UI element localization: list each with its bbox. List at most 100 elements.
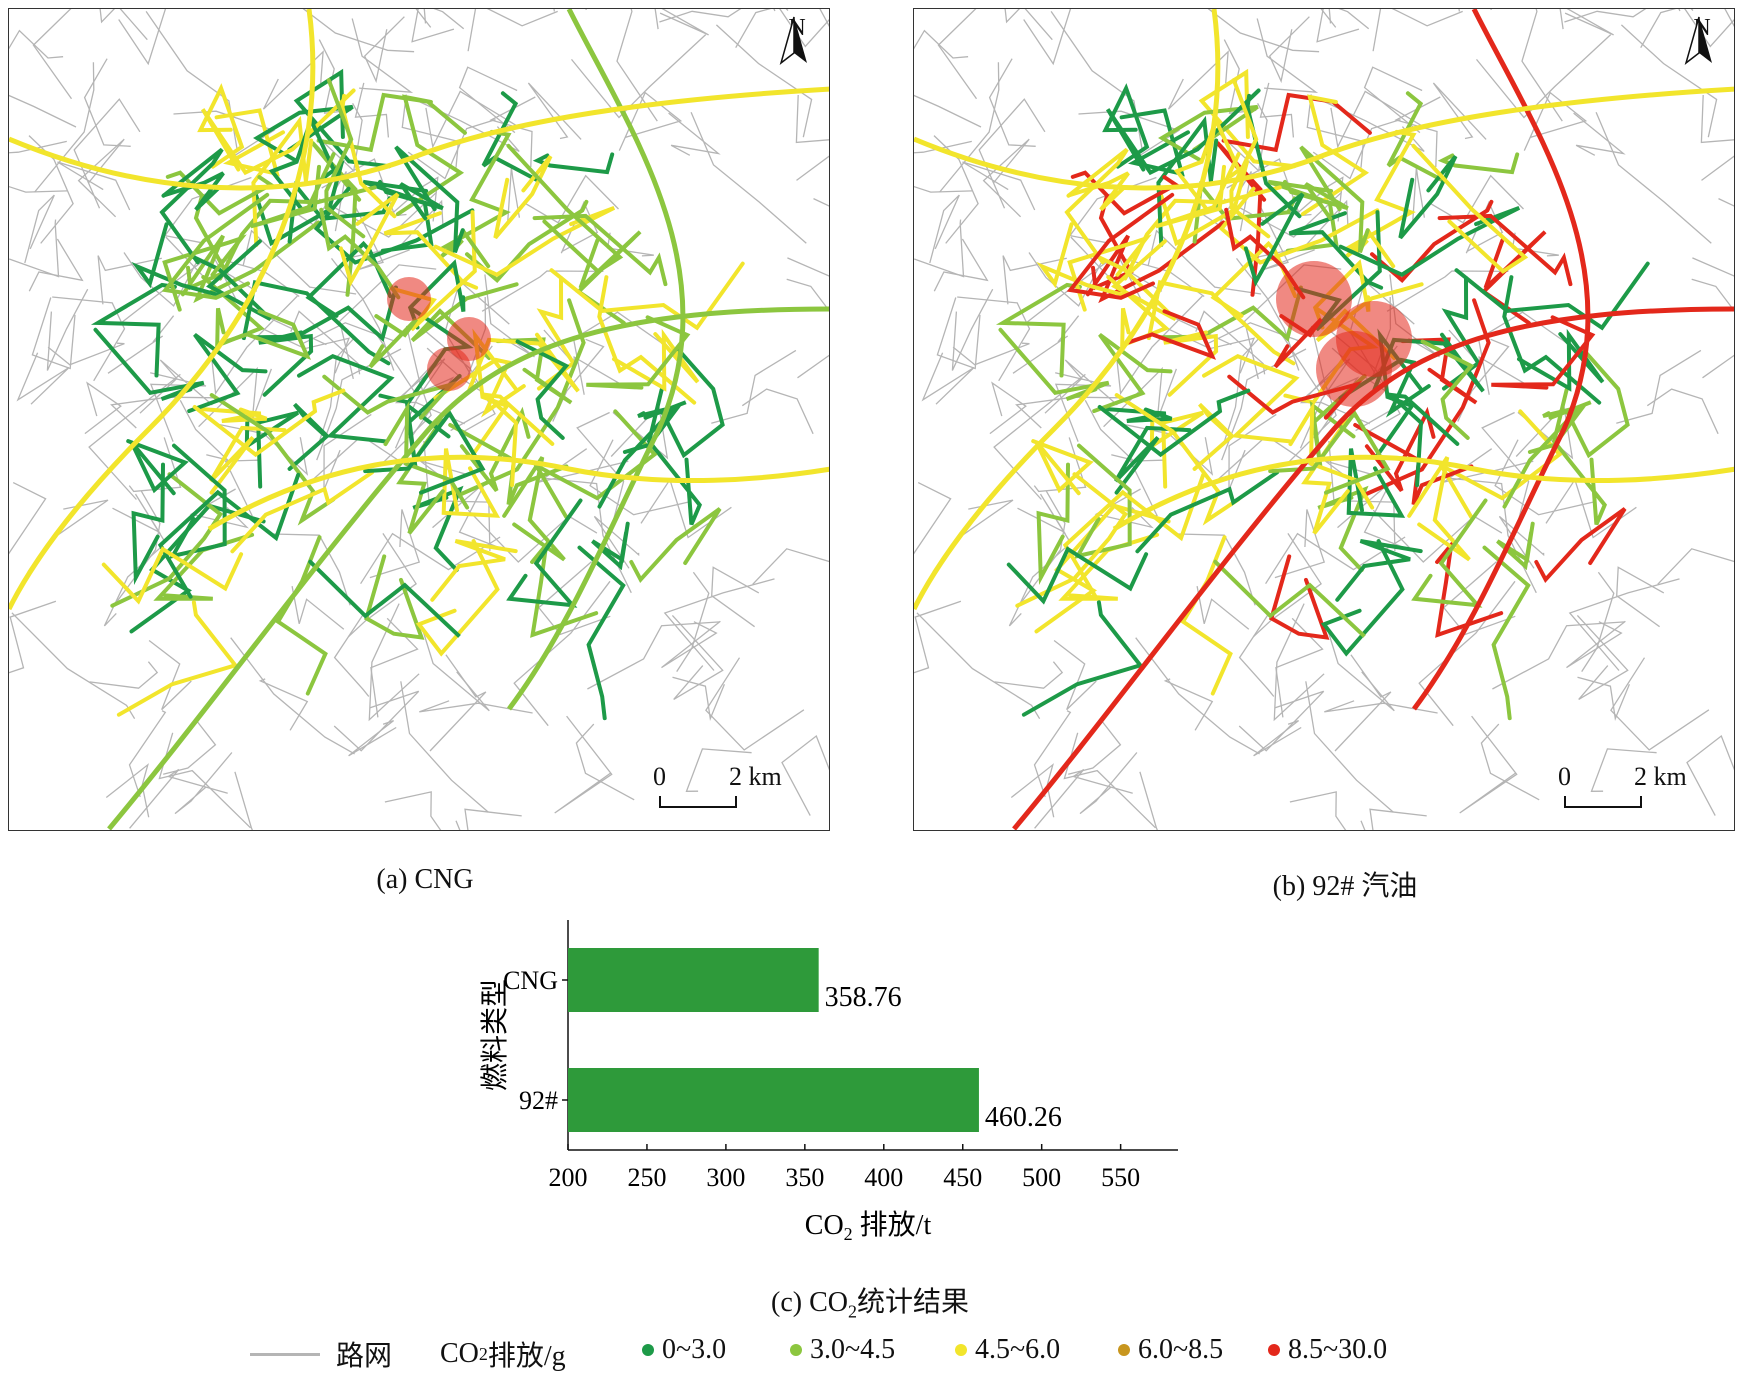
ring-road	[1012, 306, 1734, 830]
emission-segment	[1229, 78, 1271, 239]
road	[481, 270, 604, 312]
legend: 路网 CO 2 排放/g 0~3.0 3.0~4.5 4.5~6.0 6.0~8.…	[250, 1334, 1550, 1372]
road	[1559, 9, 1614, 36]
road	[1477, 311, 1573, 395]
road	[1068, 720, 1122, 775]
road	[1360, 808, 1427, 830]
road	[1274, 509, 1326, 579]
road	[1640, 9, 1734, 49]
road	[1511, 232, 1559, 257]
emission-segment	[340, 93, 397, 219]
scale-line	[659, 796, 737, 808]
road	[1256, 18, 1319, 94]
emission-segment	[1435, 538, 1504, 638]
road	[1576, 614, 1629, 700]
scale-zero: 0	[1558, 762, 1571, 791]
legend-road-label: 路网	[336, 1341, 393, 1372]
emission-segment	[1565, 347, 1630, 459]
road	[400, 681, 489, 813]
road	[936, 297, 981, 370]
bar-CNG	[568, 948, 819, 1012]
emission-segment	[1113, 425, 1192, 495]
emission-segment	[187, 332, 268, 413]
road	[1498, 515, 1545, 569]
emission-segment	[1288, 400, 1375, 510]
road	[411, 9, 455, 43]
emission-segment	[126, 439, 189, 496]
road	[9, 185, 68, 193]
road	[262, 50, 324, 110]
road	[711, 566, 760, 628]
emission-segment	[1015, 472, 1128, 608]
road	[1316, 9, 1360, 43]
road	[302, 9, 415, 53]
road	[258, 678, 309, 731]
road	[9, 94, 77, 128]
legend-title-suffix: 排放/g	[487, 1341, 566, 1372]
x-axis-label: CO2 排放/t	[805, 1209, 932, 1244]
emission-segment	[1317, 485, 1369, 573]
emission-segment	[1158, 104, 1259, 163]
caption-c: (c) CO2统计结果	[700, 1280, 1040, 1323]
emission-segment	[275, 535, 328, 696]
emission-segment	[1496, 521, 1535, 571]
ring-road	[914, 9, 1221, 611]
emission-segment	[1344, 129, 1417, 251]
emission-segment	[1551, 387, 1608, 526]
ring-road	[207, 454, 829, 532]
road	[354, 82, 390, 138]
road	[129, 768, 228, 829]
road	[676, 571, 710, 672]
road	[1078, 110, 1181, 158]
road	[786, 278, 829, 312]
road	[914, 219, 965, 278]
legend-title-sub: 2	[478, 1343, 488, 1364]
road	[1147, 229, 1262, 295]
emission-segment	[1066, 192, 1175, 300]
road	[671, 614, 724, 700]
road	[1372, 509, 1503, 563]
road	[57, 161, 131, 211]
road	[1432, 82, 1487, 140]
road	[554, 715, 613, 814]
road	[1259, 82, 1295, 138]
road	[84, 381, 122, 435]
road	[957, 296, 1031, 382]
map-panel-gasoline: N 0 2 km	[913, 8, 1735, 831]
road	[1564, 9, 1647, 23]
emission-segment	[1283, 179, 1349, 221]
scale-line	[1564, 796, 1642, 808]
emission-segment	[192, 388, 346, 458]
road	[368, 603, 420, 722]
legend-class-2: 4.5~6.0	[955, 1334, 1060, 1366]
emission-segment	[180, 220, 321, 304]
road	[914, 185, 973, 193]
road	[1429, 174, 1524, 224]
road	[363, 16, 405, 84]
road	[46, 288, 89, 371]
emission-segment	[189, 239, 272, 322]
north-arrow: N	[1682, 15, 1722, 97]
road	[1481, 411, 1530, 536]
caption-c-sub: 2	[847, 1301, 857, 1322]
road	[1258, 204, 1315, 271]
road	[11, 612, 136, 720]
emission-hotspot	[1276, 261, 1352, 337]
road	[735, 9, 829, 49]
legend-class-label: 6.0~8.5	[1138, 1334, 1224, 1365]
road	[537, 561, 611, 636]
road	[994, 661, 1064, 689]
ring-road	[107, 306, 829, 830]
road	[1294, 176, 1344, 222]
emission-segment	[536, 276, 576, 391]
emission-segment	[1036, 222, 1125, 297]
emission-segment	[430, 539, 518, 602]
road	[99, 9, 148, 41]
x-tick-label: 500	[1022, 1163, 1061, 1192]
road	[1691, 278, 1734, 312]
road	[110, 396, 217, 429]
emission-segment	[383, 211, 479, 290]
emission-segment	[1163, 330, 1219, 397]
road	[1268, 16, 1310, 84]
road	[429, 654, 487, 752]
